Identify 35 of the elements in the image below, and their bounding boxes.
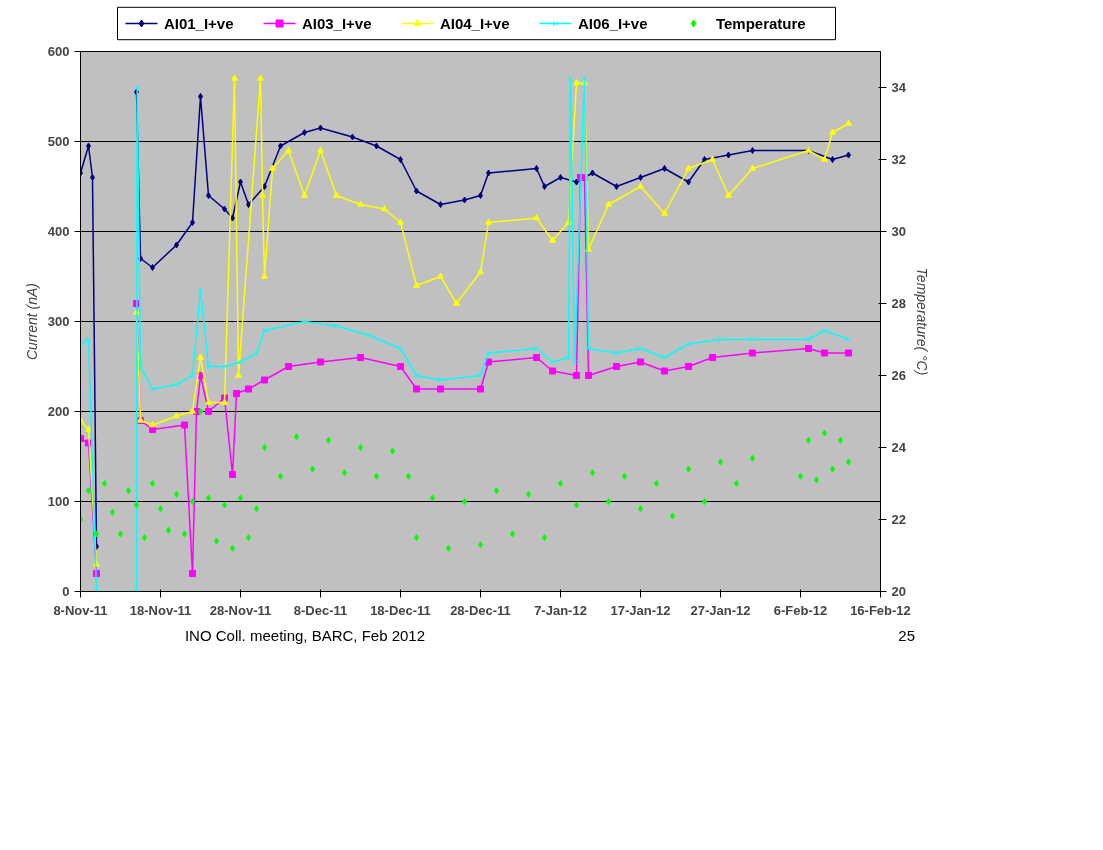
legend-label: AI06_I+ve	[577, 15, 648, 32]
x-tick-label: 28-Nov-11	[209, 602, 272, 618]
x-tick-label: 6-Feb-12	[773, 602, 828, 618]
y2-tick-label: 22	[891, 512, 906, 527]
y-axis-title: Current (nA)	[23, 282, 40, 361]
x-tick-label: 8-Dec-11	[293, 602, 348, 618]
y2-tick-label: 24	[891, 440, 907, 455]
y2-tick-label: 20	[891, 584, 906, 599]
y2-tick-label: 34	[891, 80, 907, 95]
y2-tick-label: 30	[891, 224, 906, 239]
legend-label: Temperature	[715, 15, 806, 32]
x-tick-label: 27-Jan-12	[690, 602, 751, 618]
y2-tick-label: 28	[891, 296, 906, 311]
y-tick-label: 500	[47, 134, 70, 149]
y-tick-label: 100	[47, 494, 70, 509]
x-tick-label: 28-Dec-11	[450, 602, 511, 618]
legend-label: AI03_I+ve	[301, 15, 372, 32]
y2-axis-title: Temperature( °C)	[913, 267, 930, 376]
y-tick-label: 600	[47, 44, 70, 59]
text: 25	[898, 626, 915, 646]
y-tick-label: 400	[47, 224, 70, 239]
x-tick-label: 7-Jan-12	[534, 602, 587, 618]
y-tick-label: 200	[47, 404, 70, 419]
y2-tick-label: 32	[891, 152, 906, 167]
y-tick-label: 0	[62, 584, 70, 599]
y-tick-label: 300	[47, 314, 70, 329]
legend-label: AI04_I+ve	[439, 15, 510, 32]
x-tick-label: 8-Nov-11	[53, 602, 108, 618]
x-tick-label: 18-Dec-11	[370, 602, 431, 618]
x-tick-label: 18-Nov-11	[129, 602, 192, 618]
legend-label: AI01_I+ve	[163, 15, 234, 32]
y2-tick-label: 26	[891, 368, 906, 383]
x-tick-label: 17-Jan-12	[610, 602, 671, 618]
x-tick-label: 16-Feb-12	[850, 602, 911, 618]
text: INO Coll. meeting, BARC, Feb 2012	[184, 626, 426, 646]
